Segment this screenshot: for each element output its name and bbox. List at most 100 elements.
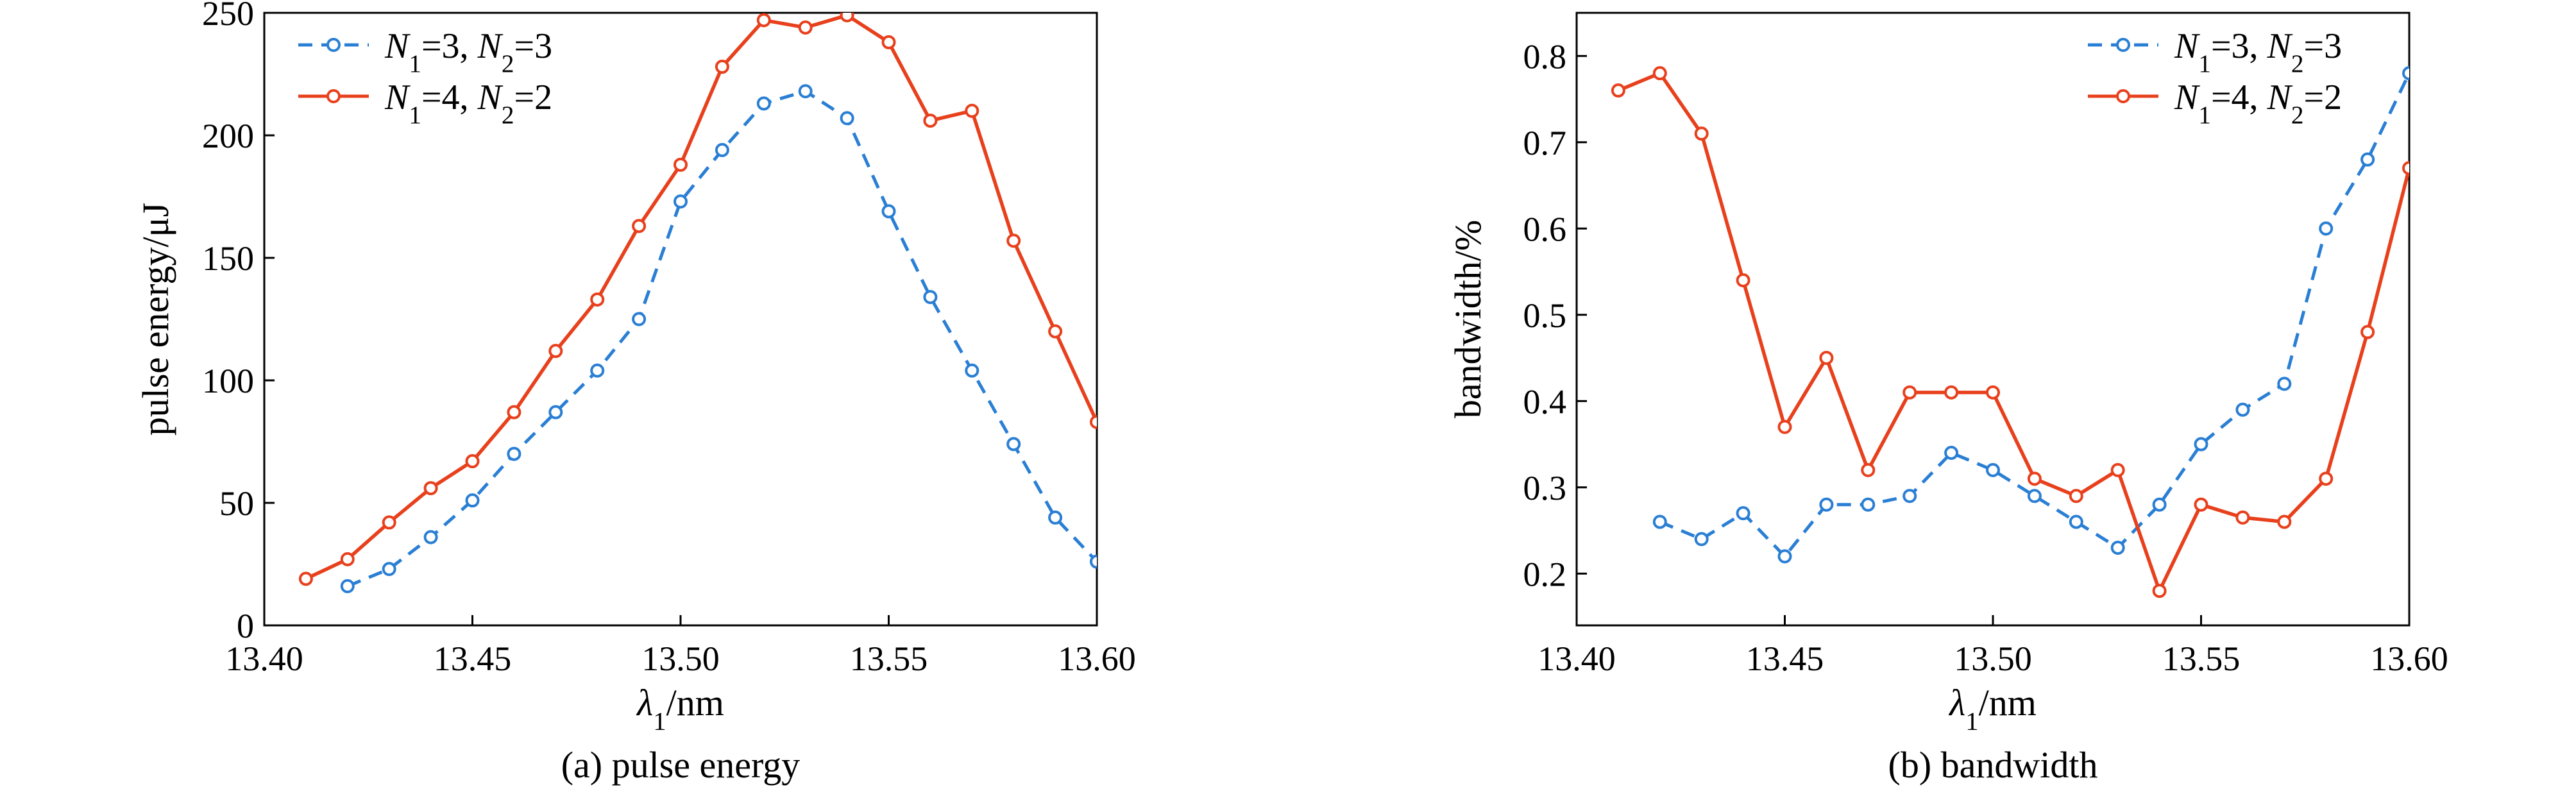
y-tick-label: 100 [202,362,254,400]
data-point [340,579,355,593]
data-point [1652,66,1667,81]
data-point [798,20,813,35]
data-point [465,454,480,469]
y-tick-label: 250 [202,0,254,33]
data-point [423,481,438,496]
data-point [1048,324,1063,339]
legend-label: N1=4, N2=2 [2174,78,2342,129]
data-point [674,157,688,172]
data-point [465,493,480,508]
data-point [1777,419,1792,434]
data-point [423,530,438,545]
legend-label: N1=3, N2=3 [2174,26,2342,78]
data-point [1777,549,1792,564]
data-point [1902,489,1917,504]
data-point [507,405,521,419]
data-point [1986,385,2000,400]
data-point [1652,514,1667,529]
data-point [1006,437,1021,452]
data-point [1819,497,1834,512]
data-point [1944,385,1959,400]
data-point [965,363,979,378]
chart-panel-a: 13.40 13.45 13.50 13.55 13.60 0 50 100 150 200 250… [135,0,1136,786]
data-point [2277,377,2292,391]
data-point [2069,514,2083,529]
series-1 [298,13,1097,586]
data-point [715,142,729,157]
chart-panel-b: 13.40 13.45 13.50 13.55 13.60 0.2 0.3 0.4 0.5 0.6… [1447,12,2448,786]
panel-caption: (b) bandwidth [1888,744,2098,786]
data-point [2277,514,2292,529]
x-tick-label: 13.60 [1058,639,1136,678]
data-point [1048,510,1063,525]
y-tick-label: 0.6 [1523,210,1567,248]
legend-marker [2116,38,2130,52]
data-point [2027,471,2042,486]
data-point [632,219,647,233]
data-point [298,571,313,586]
y-tick-label: 0.7 [1523,124,1567,162]
x-tick-label: 13.40 [1538,639,1616,678]
data-point [1861,497,1876,512]
data-point [548,344,563,359]
series-1 [1611,66,2409,598]
data-point [1736,273,1750,287]
data-point [2235,402,2250,417]
data-point [1986,462,2000,477]
data-point [965,103,979,118]
x-tick-label: 13.50 [1954,639,2032,678]
series-0 [1652,66,2409,564]
data-point [923,290,938,305]
data-point [1944,445,1959,460]
legend: N1=3, N2=3N1=4, N2=2 [2088,26,2342,129]
data-point [590,363,605,378]
legend-marker [2116,89,2130,103]
y-tick-label: 0 [237,607,254,645]
x-tick-label: 13.40 [225,639,303,678]
panel-caption: (a) pulse energy [561,744,801,786]
x-axis-label: λ1/nm [636,682,724,736]
data-point [2360,152,2375,167]
data-point [1736,506,1750,521]
data-point [382,562,396,577]
data-point [923,114,938,128]
x-tick-label: 13.45 [434,639,512,678]
data-point [2152,584,2167,598]
data-point [1819,351,1834,366]
data-point [756,13,771,28]
y-tick-label: 0.2 [1523,555,1567,593]
data-point [2360,325,2375,339]
x-tick-label: 13.50 [641,639,720,678]
y-tick-label: 150 [202,239,254,278]
legend-marker [326,38,341,52]
data-point [798,84,813,99]
data-point [1861,462,1876,477]
data-point [340,552,355,566]
data-point [840,111,854,126]
data-point [1694,532,1709,546]
series-line [346,89,1097,588]
data-point [1902,385,1917,400]
series-line [305,13,1097,580]
data-point [2110,540,2125,555]
data-point [382,515,396,530]
x-tick-label: 13.55 [2162,639,2241,678]
data-point [881,204,896,219]
data-point [548,405,563,419]
data-point [632,312,647,326]
x-axis-label: λ1/nm [1948,682,2037,736]
data-point [2069,489,2083,504]
legend-label: N1=4, N2=2 [384,78,552,129]
legend-marker [326,89,341,103]
legend-label: N1=3, N2=3 [384,26,552,78]
data-point [1006,233,1021,248]
data-point [840,13,854,22]
y-tick-label: 0.4 [1523,382,1567,421]
data-point [881,35,896,49]
data-point [715,60,729,74]
data-point [674,194,688,209]
data-point [2319,221,2334,236]
y-axis-label: pulse energy/μJ [135,203,176,436]
series-0 [340,84,1097,593]
